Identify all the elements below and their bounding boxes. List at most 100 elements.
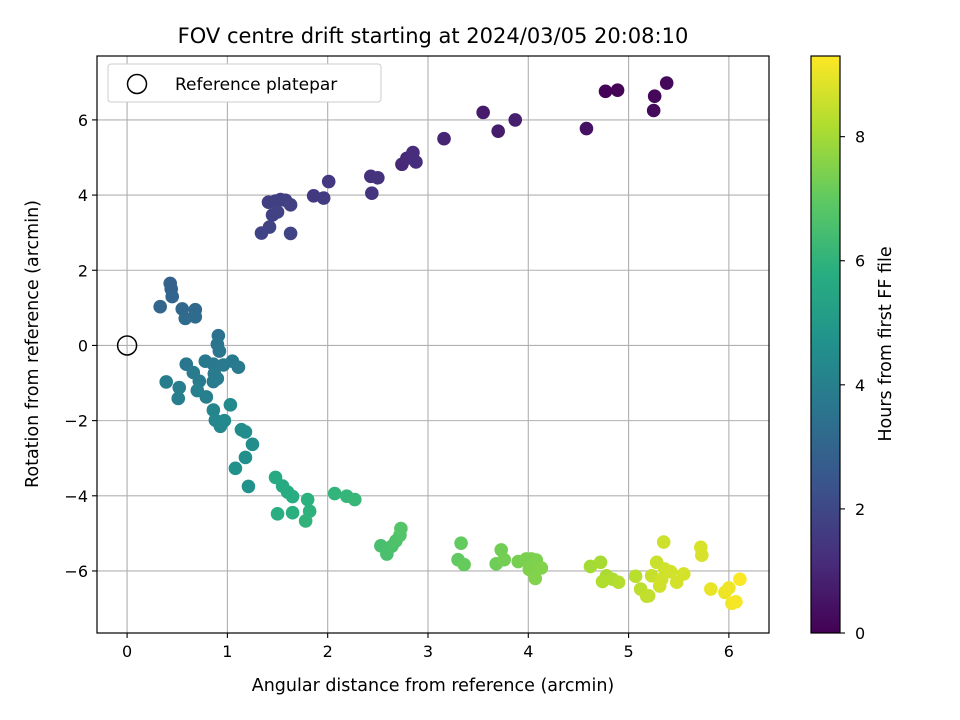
data-point [283, 226, 298, 241]
data-point [188, 310, 203, 324]
x-tick-label: 3 [423, 642, 433, 661]
y-tick-label: 6 [78, 111, 88, 130]
data-point [628, 569, 643, 584]
data-point [598, 84, 613, 99]
data-point [639, 589, 654, 603]
data-point [223, 398, 238, 412]
data-point [579, 121, 594, 136]
x-tick-label: 4 [523, 642, 533, 661]
reference-marker [116, 335, 138, 356]
data-point [394, 521, 408, 536]
data-point [300, 492, 315, 507]
data-point [172, 380, 187, 395]
data-point [270, 205, 285, 219]
x-tick-label: 6 [724, 642, 734, 661]
data-point [159, 375, 174, 389]
data-point [212, 344, 227, 358]
data-point [165, 289, 180, 304]
data-point [238, 450, 253, 465]
grid-lines [97, 56, 769, 633]
colorbar-tick-label: 2 [855, 500, 865, 519]
data-point [476, 105, 490, 120]
legend-marker [126, 73, 148, 95]
legend: Reference platepar [107, 63, 382, 103]
data-point [283, 198, 298, 212]
colorbar-frame [810, 55, 841, 634]
data-point [611, 575, 626, 590]
data-point [704, 582, 718, 596]
data-point [347, 492, 362, 507]
data-point [241, 479, 256, 494]
data-point [206, 403, 221, 417]
chart-title: FOV centre drift starting at 2024/03/05 … [178, 24, 689, 48]
colorbar-ticks: 0 2 4 6 8 [840, 128, 865, 643]
data-point [217, 413, 232, 428]
data-point [228, 461, 243, 476]
colorbar-gradient [811, 56, 840, 633]
y-tick-label: 0 [78, 336, 88, 355]
data-point [285, 505, 300, 520]
x-tick-label: 2 [323, 642, 333, 661]
data-point [245, 437, 260, 452]
colorbar-tick-label: 4 [855, 376, 865, 395]
legend-box [107, 63, 382, 103]
data-point [647, 89, 662, 104]
data-point [285, 489, 300, 504]
data-point [371, 170, 385, 185]
data-point [457, 557, 471, 572]
data-point [508, 113, 523, 127]
y-tick-label: −4 [64, 487, 88, 506]
data-point [733, 572, 747, 587]
data-point [534, 561, 549, 575]
data-point [254, 226, 269, 240]
data-point [206, 374, 221, 389]
data-point [270, 507, 285, 521]
y-axis-label: Rotation from reference (arcmin) [23, 200, 43, 488]
data-point [663, 564, 678, 579]
data-point [365, 186, 379, 200]
data-point [178, 311, 193, 326]
data-point [454, 536, 468, 550]
data-point [676, 567, 691, 581]
data-point [652, 579, 667, 593]
x-tick-label: 5 [623, 642, 633, 661]
x-tick-label: 0 [122, 642, 132, 661]
data-point [316, 191, 331, 205]
y-tick-label: 2 [78, 261, 88, 280]
legend-label: Reference platepar [175, 75, 337, 95]
y-tick-label: 4 [78, 186, 88, 205]
data-point [610, 83, 625, 98]
plot-frame [96, 55, 770, 634]
data-point [231, 360, 246, 375]
data-point [656, 535, 671, 549]
data-point [593, 555, 608, 570]
y-tick-label: −6 [64, 562, 88, 581]
data-point [646, 103, 661, 118]
data-point [153, 299, 167, 314]
x-tick-label: 1 [222, 642, 232, 661]
colorbar-tick-label: 0 [855, 624, 865, 643]
data-point [409, 155, 423, 169]
data-point [595, 574, 610, 589]
data-point [321, 174, 336, 189]
data-point [238, 425, 253, 439]
data-point [497, 552, 512, 567]
data-point [528, 571, 543, 586]
colorbar: 0 2 4 6 8 Hours from first FF file [810, 55, 896, 643]
data-point [171, 391, 186, 406]
data-point [327, 486, 342, 501]
data-point [491, 124, 505, 138]
data-point [437, 131, 451, 146]
x-axis-label: Angular distance from reference (arcmin) [252, 676, 615, 696]
data-point [722, 581, 736, 595]
plot-area [97, 56, 769, 633]
x-axis-ticks: 0 1 2 3 4 5 6 [122, 633, 734, 661]
data-point [659, 76, 674, 90]
colorbar-tick-label: 6 [855, 252, 865, 271]
data-point [298, 514, 313, 528]
data-point [695, 548, 709, 562]
data-point [729, 595, 743, 609]
y-axis-ticks: −6 −4 −2 0 2 4 6 [64, 111, 97, 581]
colorbar-tick-label: 8 [855, 128, 865, 147]
